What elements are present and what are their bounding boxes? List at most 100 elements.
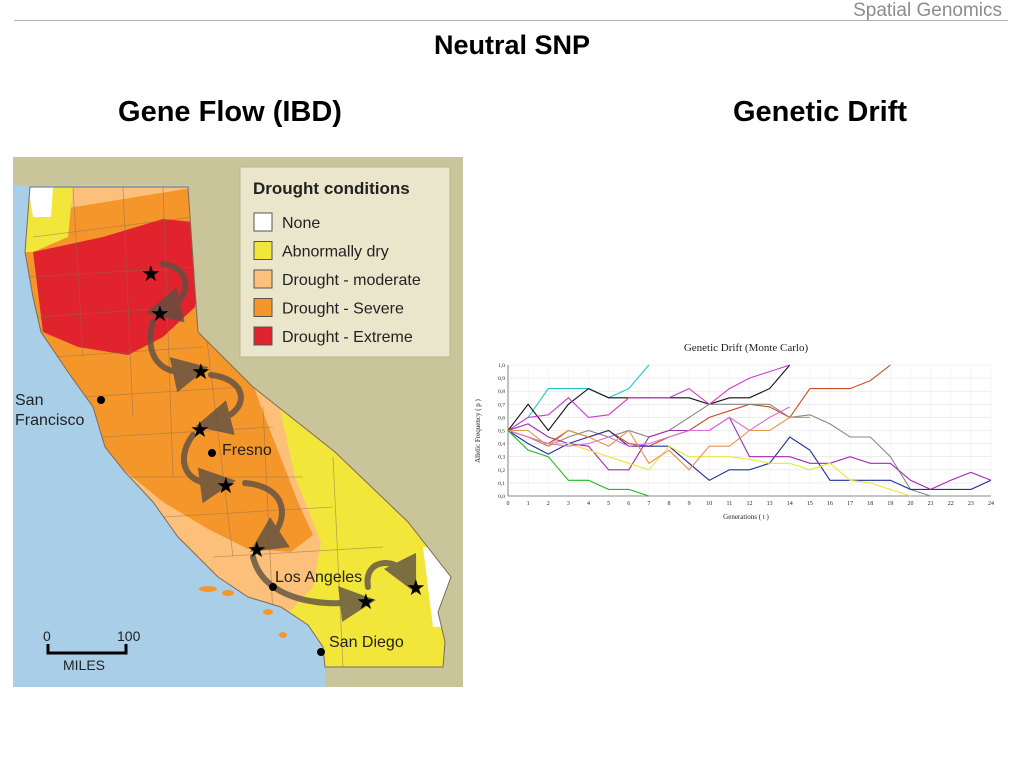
drift-series-line-1 <box>507 364 650 431</box>
sample-star: ★ <box>190 417 210 442</box>
x-tick-label: 5 <box>607 501 610 507</box>
san-diego-marker <box>317 648 325 656</box>
fresno-label: Fresno <box>222 442 272 459</box>
san-francisco-marker <box>97 396 105 404</box>
sample-star: ★ <box>150 301 170 326</box>
flow-arrow <box>145 261 189 323</box>
x-tick-label: 11 <box>726 501 732 507</box>
flow-arrow <box>364 552 417 594</box>
drift-series-line-11 <box>507 430 650 497</box>
drift-chart-svg: Genetic Drift (Monte Carlo) Allelic Freq… <box>474 342 994 521</box>
legend-label: Abnormally dry <box>282 244 389 261</box>
y-axis-label: Allelic Frequency ( p ) <box>474 398 482 462</box>
drift-series-line-10 <box>508 416 810 471</box>
flow-arrow <box>250 554 376 622</box>
drought-legend: Drought conditions None Abnormally dry Dro… <box>239 166 451 358</box>
channel-islands <box>199 586 287 638</box>
legend-label: Drought - Extreme <box>282 329 413 346</box>
x-axis-label: Generations ( t ) <box>723 513 769 521</box>
sample-star: ★ <box>406 575 426 600</box>
x-tick-label: 8 <box>668 501 671 507</box>
los-angeles-marker <box>269 583 277 591</box>
drift-series-line-4 <box>507 364 891 447</box>
legend-swatch <box>253 212 273 232</box>
x-tick-label: 7 <box>647 501 650 507</box>
legend-swatch <box>253 326 273 346</box>
oregon-land <box>13 157 193 185</box>
x-tick-label: 16 <box>827 501 833 507</box>
y-tick-label: 0,0 <box>498 494 505 500</box>
x-tick-label: 24 <box>988 501 994 507</box>
drought-map-svg: ★ ★ ★ ★ ★ ★ ★ ★ San Francisco Fresno Los… <box>13 157 463 687</box>
x-tick-label: 21 <box>928 501 934 507</box>
x-tick-label: 10 <box>706 501 712 507</box>
y-tick-label: 0,5 <box>498 429 505 435</box>
y-tick-label: 0,3 <box>498 455 505 461</box>
x-tick-label: 19 <box>887 501 893 507</box>
island <box>279 632 287 638</box>
sample-star: ★ <box>247 537 267 562</box>
legend-swatch <box>253 269 273 289</box>
legend-swatch <box>253 241 273 260</box>
right-column-heading: Genetic Drift <box>732 96 908 128</box>
scale-unit: MILES <box>63 657 105 673</box>
gene-flow-arrows <box>145 261 417 622</box>
flow-arrow <box>242 480 290 552</box>
island <box>199 586 217 592</box>
legend-title: Drought conditions <box>253 179 410 198</box>
sample-star: ★ <box>141 261 161 286</box>
x-tick-label: 15 <box>807 501 813 507</box>
x-tick-label: 12 <box>747 501 753 507</box>
san-francisco-label-1: San <box>15 392 43 409</box>
slide-title: Neutral SNP <box>433 30 591 60</box>
drift-series-line-9 <box>507 406 791 447</box>
x-tick-label: 14 <box>787 501 793 507</box>
x-tick-label: 0 <box>507 501 510 507</box>
x-tick-label: 6 <box>627 501 630 507</box>
y-tick-label: 0,8 <box>498 389 505 395</box>
y-tick-label: 0,7 <box>498 402 505 408</box>
san-diego-label: San Diego <box>329 634 404 651</box>
band-none-east <box>423 547 451 627</box>
chart-axes: 0,00,10,20,30,40,50,60,70,80,91,00 1 2 3 4 5 6… <box>498 363 994 507</box>
island <box>263 609 273 615</box>
header-divider <box>14 20 1008 21</box>
flow-arrow <box>195 372 244 436</box>
drift-series-line-3 <box>507 364 790 431</box>
sample-star: ★ <box>191 359 211 384</box>
x-tick-label: 23 <box>968 501 974 507</box>
genetic-drift-chart: Genetic Drift (Monte Carlo) Allelic Freq… <box>468 335 998 525</box>
x-tick-label: 3 <box>567 501 570 507</box>
los-angeles-label: Los Angeles <box>275 569 362 586</box>
fresno-marker <box>208 449 216 457</box>
chart-title: Genetic Drift (Monte Carlo) <box>684 342 809 354</box>
left-column-heading: Gene Flow (IBD) <box>118 96 342 128</box>
california-outline <box>24 186 452 668</box>
legend-label: Drought - moderate <box>282 272 421 289</box>
legend-swatch <box>253 298 273 317</box>
y-tick-label: 0,4 <box>498 442 505 448</box>
legend-box <box>239 166 451 358</box>
sample-stars: ★ ★ ★ ★ ★ ★ ★ ★ <box>141 261 426 614</box>
scale-line <box>46 644 128 655</box>
y-tick-label: 0,2 <box>498 468 505 474</box>
x-tick-label: 20 <box>908 501 914 507</box>
y-tick-label: 0,1 <box>498 481 505 487</box>
scale-max: 100 <box>117 628 141 644</box>
scale-bar: 0 100 MILES <box>43 628 141 673</box>
legend-items: None Abnormally dry Drought - moderate Drou… <box>253 212 421 346</box>
x-tick-label: 2 <box>547 501 550 507</box>
sample-star: ★ <box>356 589 376 614</box>
legend-label: Drought - Severe <box>282 301 404 318</box>
x-tick-label: 13 <box>767 501 773 507</box>
y-tick-label: 0,9 <box>498 376 505 382</box>
band-none-north <box>28 187 53 217</box>
y-tick-label: 0,6 <box>498 415 505 421</box>
y-tick-label: 1,0 <box>498 363 505 369</box>
san-francisco-label-2: Francisco <box>15 412 84 429</box>
x-tick-label: 18 <box>867 501 873 507</box>
x-tick-label: 22 <box>948 501 954 507</box>
course-header: Spatial Genomics <box>853 0 1002 21</box>
flow-arrow <box>147 319 209 393</box>
scale-zero: 0 <box>43 628 51 644</box>
